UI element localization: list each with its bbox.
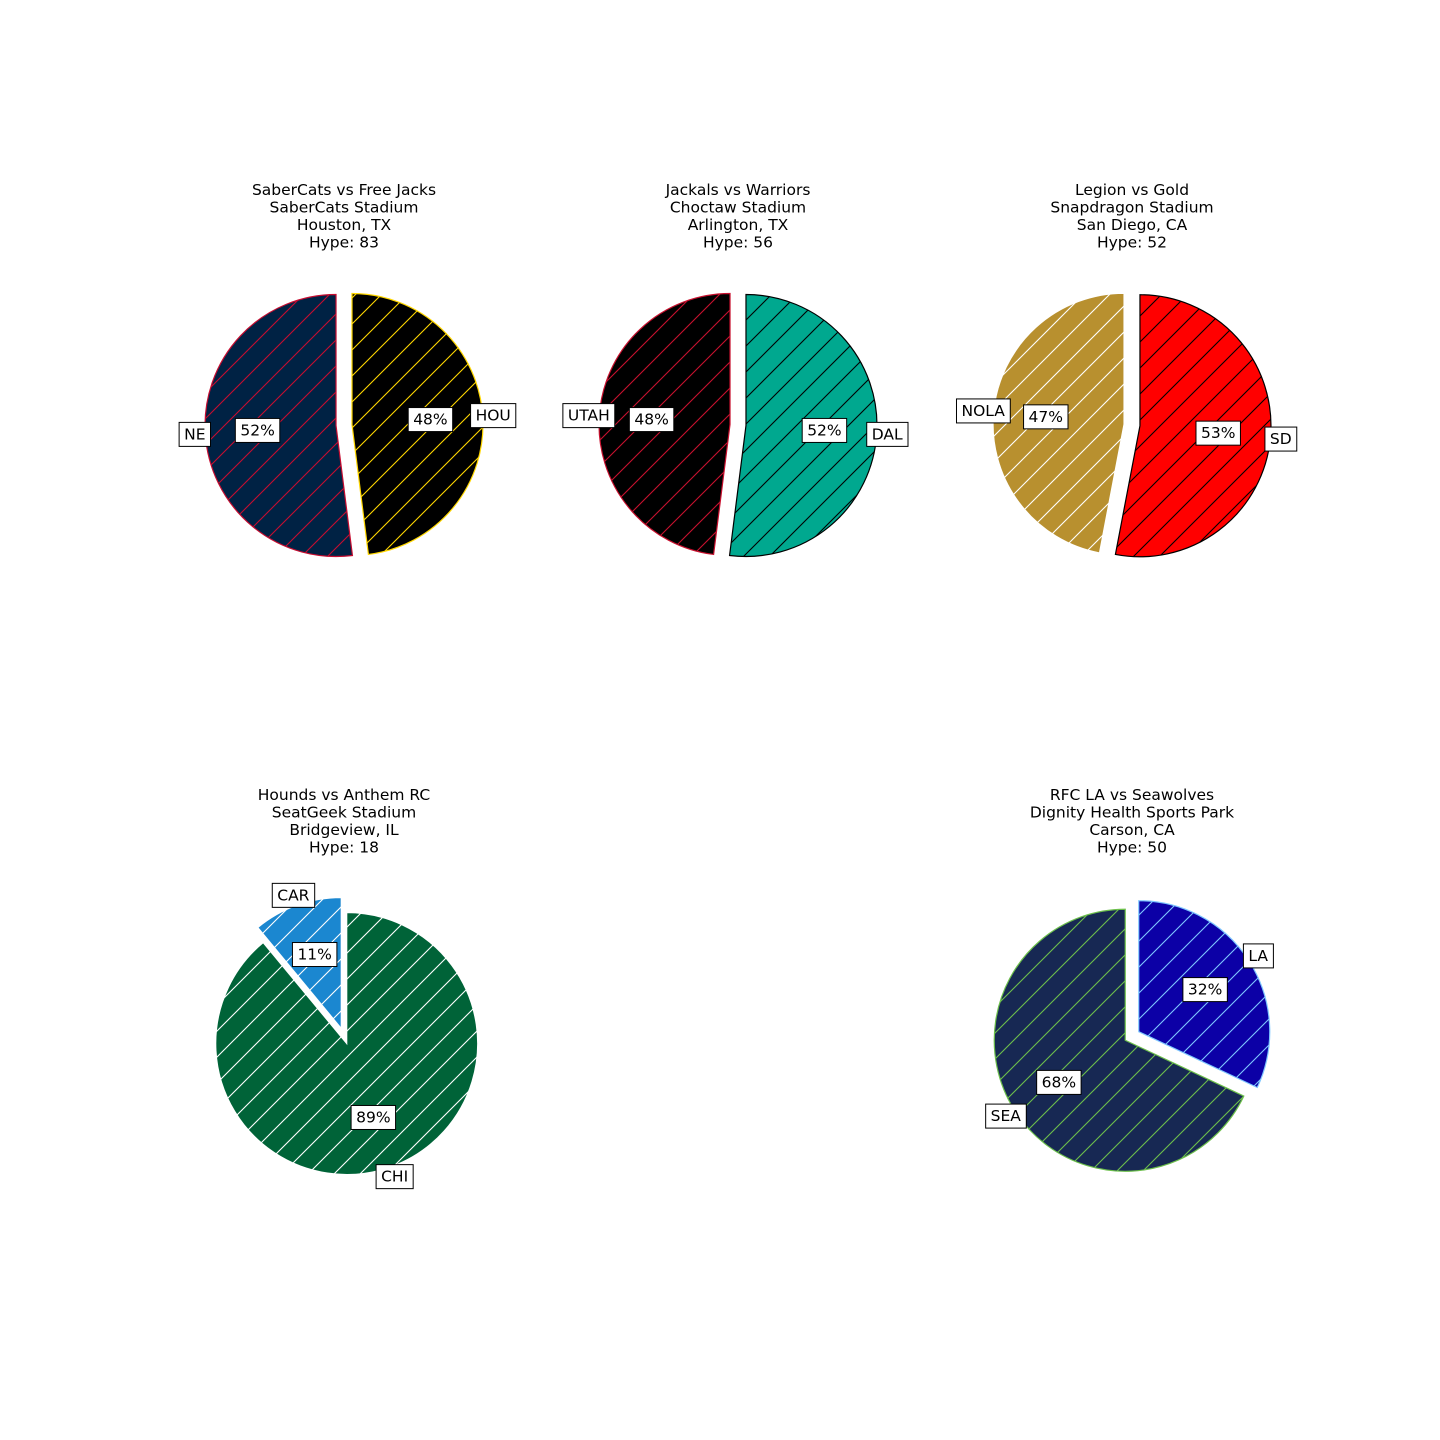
pct-label-sea-text: 68%	[1042, 1073, 1076, 1091]
pct-label-sea: 68%	[1036, 1069, 1082, 1095]
team-label-nola: NOLA	[955, 398, 1011, 424]
pct-label-ne: 52%	[234, 417, 281, 443]
chart-title-line: Bridgeview, IL	[289, 821, 399, 839]
chart-title-line: Snapdragon Stadium	[1050, 199, 1213, 217]
chart-title: SaberCats vs Free Jacks SaberCats Stadium…	[252, 181, 436, 252]
chart-title-line: Houston, TX	[297, 216, 392, 234]
pct-label-hou-text: 48%	[413, 411, 447, 429]
pie-chart-4: Hounds vs Anthem RC SeatGeek Stadium Bridg…	[215, 786, 479, 1190]
chart-title-line: Hype: 18	[309, 839, 379, 857]
chart-title: Hounds vs Anthem RC SeatGeek Stadium Bridg…	[258, 786, 431, 857]
team-label-ne: NE	[178, 421, 212, 447]
pie-chart-2: Jackals vs Warriors Choctaw Stadium Arling…	[562, 181, 909, 558]
team-label-sea-text: SEA	[991, 1107, 1022, 1125]
chart-title-line: Hype: 56	[703, 234, 773, 252]
chart-title-line: Legion vs Gold	[1075, 181, 1189, 199]
pie-chart-5: RFC LA vs Seawolves Dignity Health Sports…	[985, 786, 1274, 1172]
chart-title-line: Carson, CA	[1089, 821, 1175, 839]
team-label-chi-text: CHI	[381, 1168, 408, 1186]
pie-slice-sd	[1114, 294, 1272, 558]
team-label-chi: CHI	[375, 1164, 414, 1190]
chart-title: Jackals vs Warriors Choctaw Stadium Arling…	[665, 181, 811, 252]
pct-label-dal: 52%	[801, 417, 848, 443]
chart-title-line: SaberCats vs Free Jacks	[252, 181, 436, 199]
pct-label-car-text: 11%	[297, 946, 331, 964]
chart-title-line: Hype: 83	[309, 234, 379, 252]
chart-title-line: RFC LA vs Seawolves	[1050, 786, 1214, 804]
pie-chart-1: SaberCats vs Free Jacks SaberCats Stadium…	[178, 181, 517, 558]
chart-title-line: Hounds vs Anthem RC	[258, 786, 431, 804]
team-label-dal-text: DAL	[872, 425, 903, 443]
team-label-la-text: LA	[1248, 947, 1268, 965]
chart-title-line: Hype: 50	[1097, 839, 1167, 857]
chart-title-line: Hype: 52	[1097, 234, 1167, 252]
chart-title: Legion vs Gold Snapdragon Stadium San Dieg…	[1050, 181, 1213, 252]
chart-title-line: SeatGeek Stadium	[272, 804, 416, 822]
team-label-car: CAR	[271, 882, 316, 908]
team-label-utah-text: UTAH	[568, 407, 610, 425]
team-label-sd: SD	[1264, 426, 1298, 452]
pct-label-hou: 48%	[407, 407, 454, 433]
chart-title-line: San Diego, CA	[1077, 216, 1188, 234]
chart-title-line: SaberCats Stadium	[270, 199, 419, 217]
pct-label-car: 11%	[291, 942, 338, 968]
chart-title-line: Jackals vs Warriors	[665, 181, 811, 199]
pct-label-dal-text: 52%	[807, 421, 841, 439]
team-label-utah: UTAH	[562, 403, 616, 429]
chart-title-line: Dignity Health Sports Park	[1030, 804, 1234, 822]
pie-slice-chi	[215, 911, 479, 1176]
pct-label-utah: 48%	[628, 407, 675, 433]
chart-title: RFC LA vs Seawolves Dignity Health Sports…	[1030, 786, 1234, 857]
pct-label-ne-text: 52%	[240, 421, 274, 439]
chart-title-line: Arlington, TX	[688, 216, 789, 234]
team-label-sd-text: SD	[1270, 430, 1292, 448]
pct-label-sd: 53%	[1195, 420, 1241, 446]
pct-label-chi-text: 89%	[356, 1108, 390, 1126]
team-label-dal: DAL	[866, 421, 909, 447]
team-label-car-text: CAR	[277, 886, 309, 904]
team-label-sea: SEA	[985, 1103, 1027, 1129]
pct-label-la-text: 32%	[1188, 981, 1222, 999]
pie-chart-3: Legion vs Gold Snapdragon Stadium San Dieg…	[955, 181, 1298, 558]
team-label-ne-text: NE	[184, 425, 205, 443]
pct-label-nola-text: 47%	[1029, 408, 1063, 426]
team-label-hou-text: HOU	[476, 407, 511, 425]
pct-label-utah-text: 48%	[634, 411, 668, 429]
pct-label-sd-text: 53%	[1201, 424, 1235, 442]
chart-title-line: Choctaw Stadium	[670, 199, 806, 217]
pct-label-nola: 47%	[1023, 404, 1069, 430]
pct-label-chi: 89%	[350, 1104, 397, 1130]
team-label-nola-text: NOLA	[961, 402, 1005, 420]
team-label-hou: HOU	[470, 403, 517, 429]
team-label-la: LA	[1242, 943, 1274, 969]
pct-label-la: 32%	[1182, 977, 1228, 1003]
